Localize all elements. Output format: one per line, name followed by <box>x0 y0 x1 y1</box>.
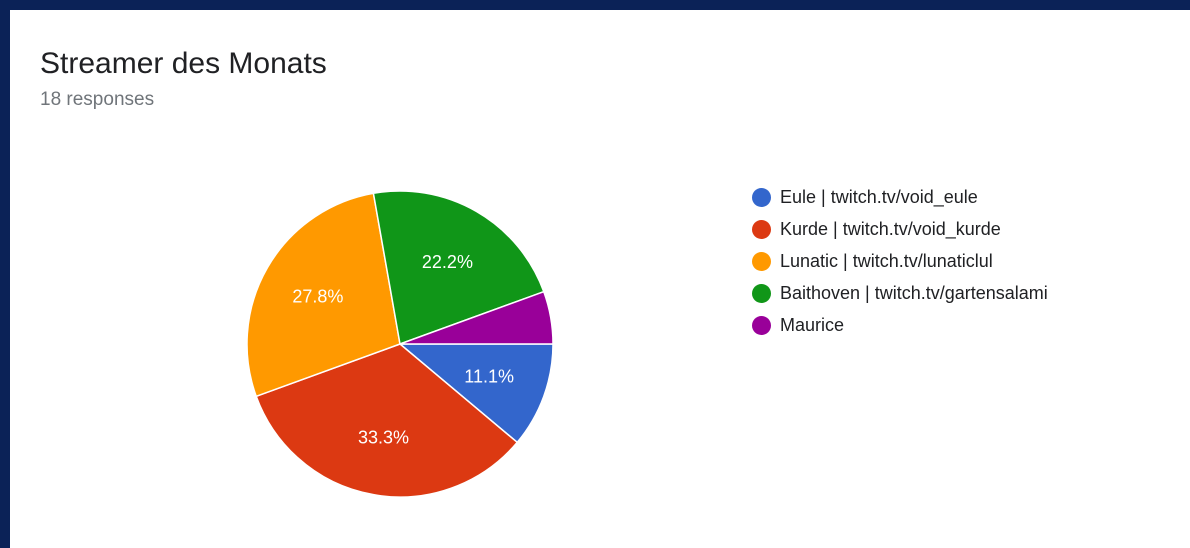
legend-item[interactable]: Kurde | twitch.tv/void_kurde <box>752 213 1048 245</box>
slice-percent-label: 27.8% <box>292 287 343 307</box>
chart-title: Streamer des Monats <box>40 47 327 80</box>
legend-item[interactable]: Baithoven | twitch.tv/gartensalami <box>752 277 1048 309</box>
legend-swatch <box>752 315 771 335</box>
legend-label: Lunatic | twitch.tv/lunaticlul <box>780 250 993 271</box>
legend-swatch <box>752 251 771 271</box>
legend-label: Maurice <box>780 314 845 335</box>
pie-slice-3[interactable] <box>372 190 545 346</box>
legend-swatch <box>752 187 771 207</box>
legend-item[interactable]: Eule | twitch.tv/void_eule <box>752 181 1048 213</box>
response-count: 18 responses <box>40 89 155 110</box>
pie-slice-0[interactable] <box>397 343 554 444</box>
legend-swatch <box>752 283 771 303</box>
chart-legend: Eule | twitch.tv/void_eule Kurde | twitch… <box>752 181 1048 341</box>
legend-item[interactable]: Lunatic | twitch.tv/lunaticlul <box>752 245 1048 277</box>
pie-slice-4[interactable] <box>399 290 554 345</box>
pie-slice-2[interactable] <box>246 192 401 398</box>
pie-slice-1[interactable] <box>255 343 519 498</box>
legend-label: Eule | twitch.tv/void_eule <box>780 186 978 207</box>
slice-percent-label: 22.2% <box>422 252 473 272</box>
legend-swatch <box>752 219 771 239</box>
legend-label: Kurde | twitch.tv/void_kurde <box>780 218 1001 239</box>
legend-label: Baithoven | twitch.tv/gartensalami <box>780 282 1048 303</box>
chart-card <box>10 10 1190 548</box>
slice-percent-label: 33.3% <box>358 427 409 447</box>
legend-item[interactable]: Maurice <box>752 309 1048 341</box>
slice-percent-label: 11.1% <box>464 366 514 386</box>
